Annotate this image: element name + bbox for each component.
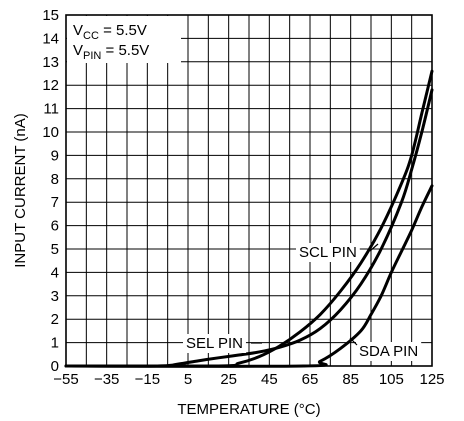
x-tick-label: 105 [379, 371, 404, 388]
y-tick-label: 0 [51, 358, 59, 375]
condition-vpin: VPIN = 5.5V [73, 42, 149, 62]
x-tick-label: −35 [94, 371, 119, 388]
y-tick-label: 10 [42, 124, 59, 141]
y-tick-label: 8 [51, 171, 59, 188]
x-tick-label: 45 [261, 371, 278, 388]
y-tick-label: 7 [51, 194, 59, 211]
x-tick-label: 85 [342, 371, 359, 388]
scl-pin-leader [369, 243, 379, 252]
sda-pin-label-bg [356, 342, 422, 361]
sel-pin-label: SEL PIN [186, 335, 243, 352]
sel-pin-label-bg [183, 334, 246, 353]
x-axis-label: TEMPERATURE (°C) [177, 401, 320, 418]
grid [66, 15, 432, 366]
series-line-sel-pin [64, 88, 434, 368]
conditions-box [67, 16, 181, 63]
sda-pin-leader [349, 337, 358, 346]
y-tick-label: 1 [51, 335, 59, 352]
scl-pin-label: SCL PIN [299, 244, 357, 261]
y-tick-label: 9 [51, 147, 59, 164]
y-tick-label: 13 [42, 54, 59, 71]
x-tick-label: 125 [419, 371, 444, 388]
y-tick-label: 11 [43, 101, 59, 118]
x-tick-label: 5 [184, 371, 192, 388]
y-tick-label: 2 [51, 311, 59, 328]
y-tick-label: 12 [42, 77, 59, 94]
y-tick-label: 15 [42, 7, 59, 24]
condition-vcc: VCC = 5.5V [73, 22, 147, 42]
plot-frame [65, 14, 433, 367]
y-axis-label: INPUT CURRENT (nA) [12, 113, 29, 267]
scl-pin-label-bg [296, 243, 360, 262]
y-tick-label: 6 [51, 218, 59, 235]
x-tick-label: 65 [302, 371, 319, 388]
x-tick-labels: −55 −35 −15 5 25 45 65 85 105 125 [53, 371, 444, 388]
y-tick-label: 5 [51, 241, 59, 258]
y-tick-label: 3 [51, 288, 59, 305]
x-tick-label: −55 [53, 371, 78, 388]
sda-pin-label: SDA PIN [359, 343, 418, 360]
y-tick-label: 14 [42, 30, 59, 47]
x-tick-label: −15 [135, 371, 160, 388]
y-tick-label: 4 [51, 264, 59, 281]
label-leader-lines [251, 243, 379, 346]
series-line-scl-pin [64, 69, 434, 368]
x-tick-label: 25 [220, 371, 237, 388]
